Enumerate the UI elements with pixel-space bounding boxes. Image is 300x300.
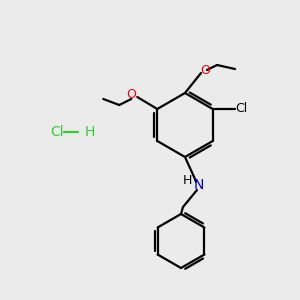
Text: O: O [200, 64, 210, 77]
Text: H: H [85, 125, 95, 139]
Text: Cl: Cl [50, 125, 64, 139]
Text: H: H [182, 175, 192, 188]
Text: N: N [194, 178, 204, 192]
Text: Cl: Cl [236, 103, 248, 116]
Text: O: O [126, 88, 136, 101]
